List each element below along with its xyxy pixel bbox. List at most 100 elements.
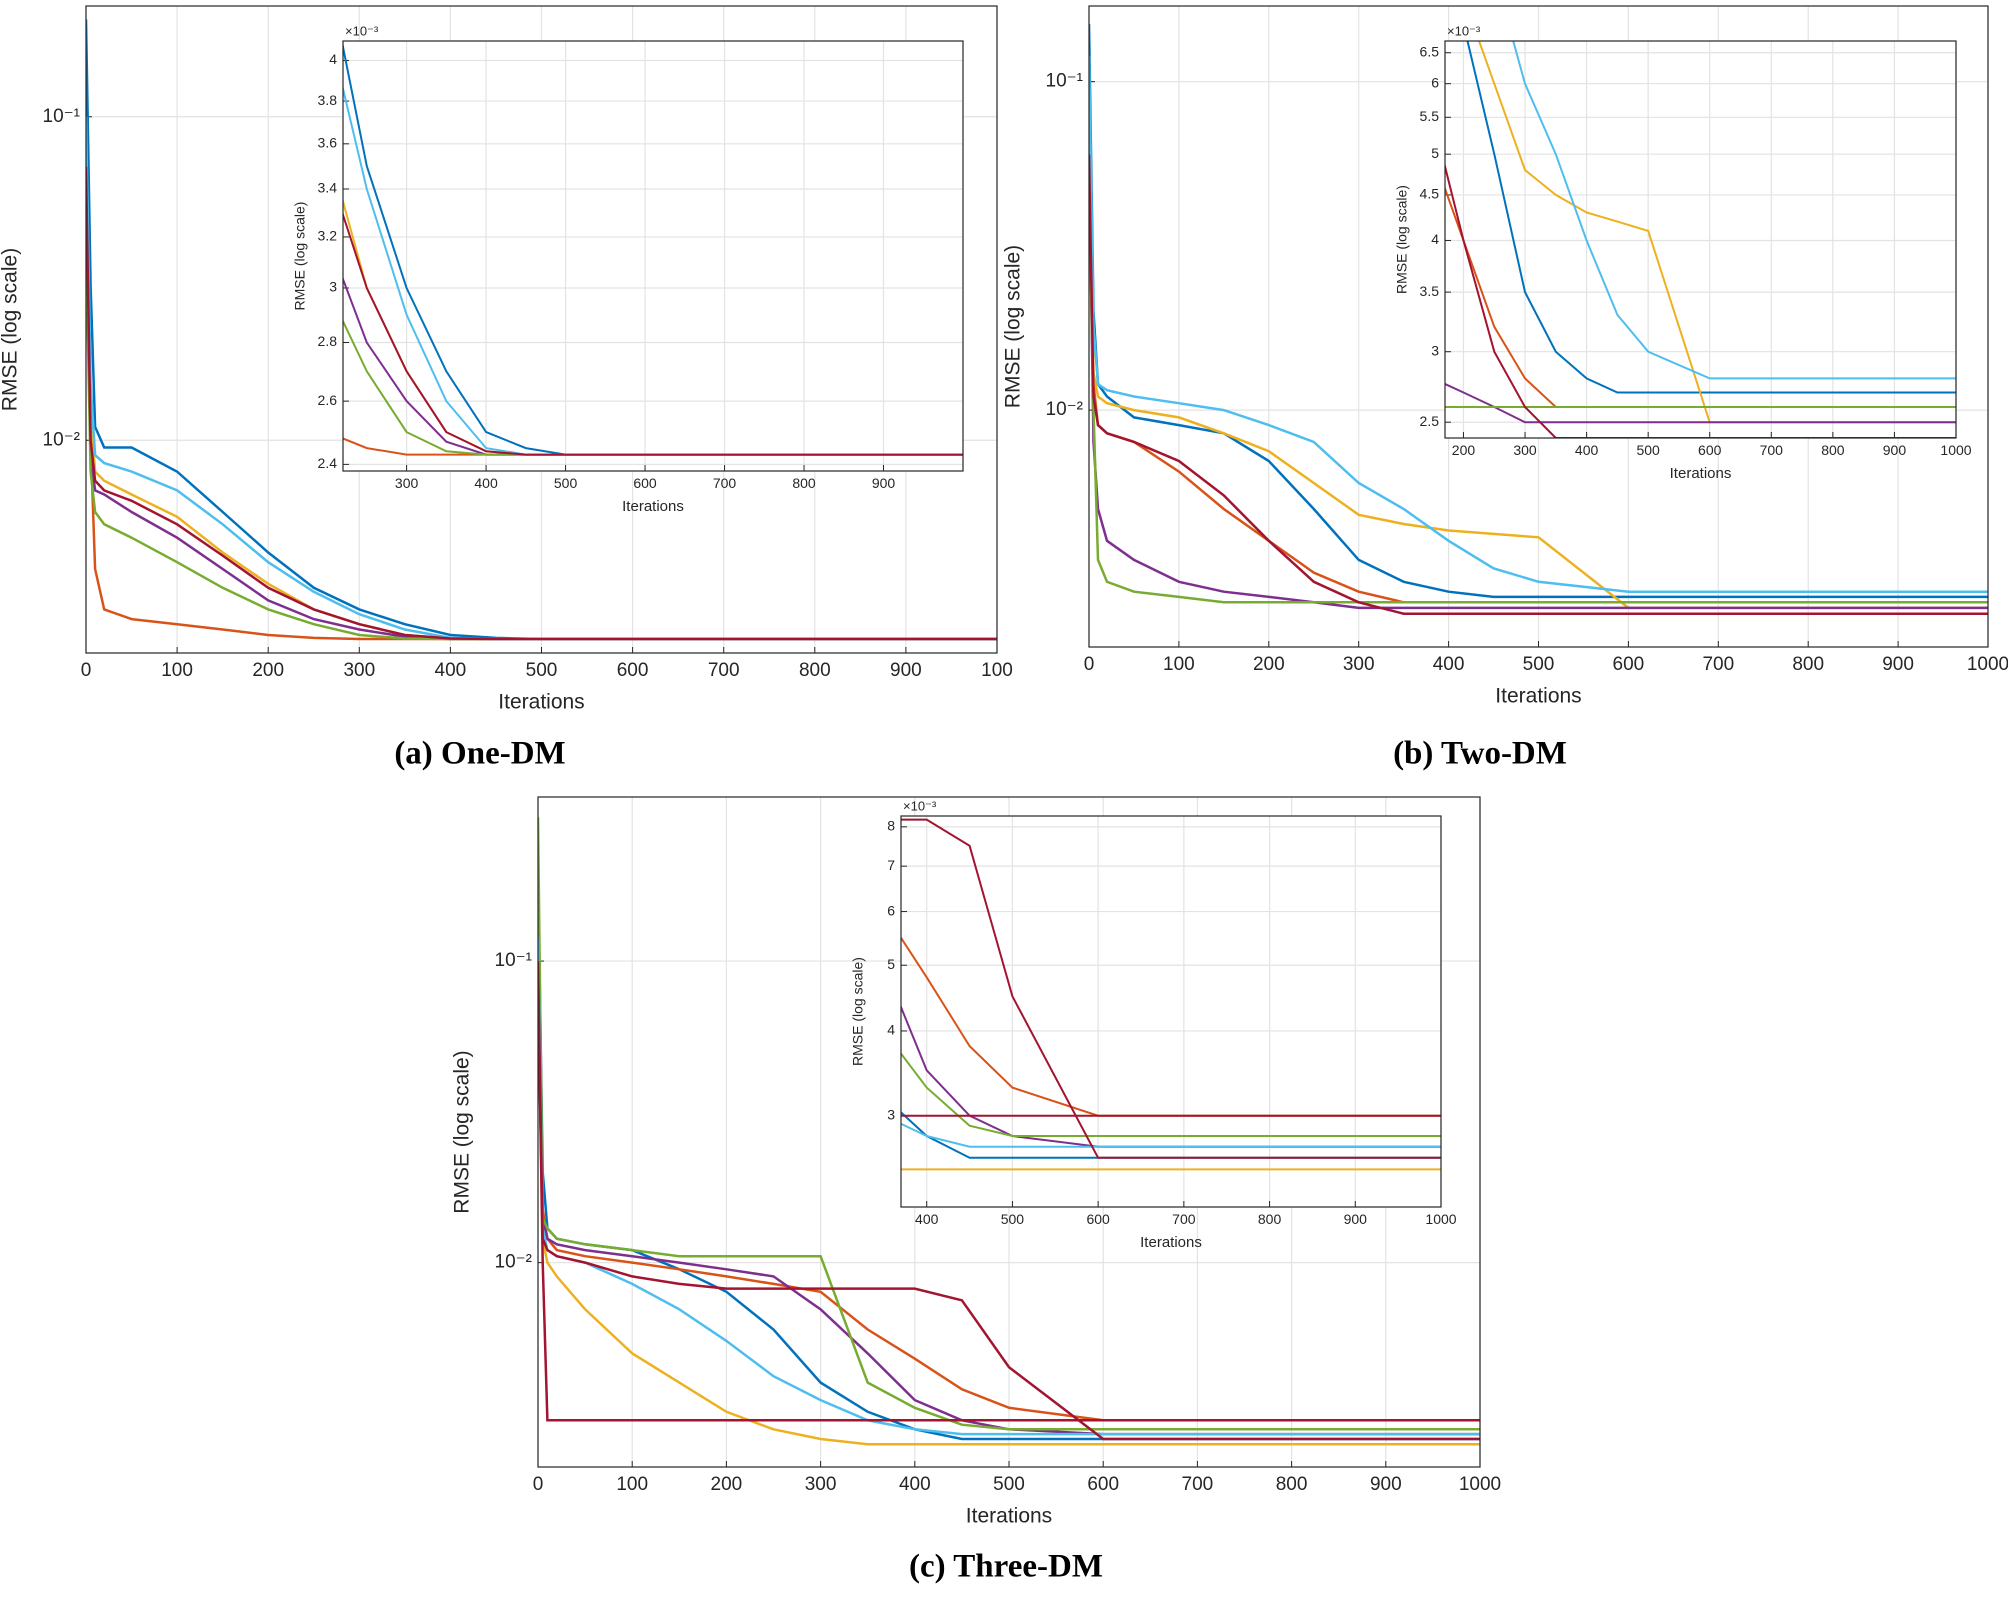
y-tick-label: 6.5 (1420, 43, 1440, 59)
series-group (901, 818, 1441, 1171)
series-line (538, 961, 1480, 1422)
x-tick-label: 400 (1575, 442, 1599, 458)
series-line (901, 1004, 1441, 1148)
y-tick-label: 4 (329, 51, 337, 67)
x-tick-label: 700 (713, 475, 737, 491)
series-line (1445, 406, 1956, 408)
series-line (1089, 132, 1988, 610)
series-line (86, 166, 997, 641)
x-tick-label: 200 (1253, 654, 1285, 675)
series-line (901, 1051, 1441, 1137)
x-tick-label: 600 (617, 660, 649, 681)
x-tick-label: 500 (1636, 442, 1660, 458)
x-tick-label: 700 (1702, 654, 1734, 675)
y-tick-label: 4.5 (1420, 186, 1440, 202)
inset-multiplier: ×10⁻³ (345, 23, 379, 38)
series-line (538, 1007, 1480, 1436)
x-tick-label: 400 (915, 1211, 939, 1227)
inset-multiplier: ×10⁻³ (1447, 23, 1481, 38)
x-tick-label: 400 (1433, 654, 1465, 675)
x-axis-label: Iterations (498, 691, 584, 714)
x-tick-label: 0 (1084, 654, 1095, 675)
y-axis-label: RMSE (log scale) (1002, 245, 1025, 408)
x-tick-label: 600 (1087, 1474, 1119, 1495)
x-tick-label: 400 (474, 475, 498, 491)
y-tick-label: 3 (887, 1106, 895, 1122)
series-line (1089, 23, 1988, 599)
series-line (538, 974, 1480, 1422)
axes-frame (1444, 40, 1957, 439)
caption: (a) One-DM (394, 736, 565, 772)
y-tick-label: 10⁻² (1046, 399, 1084, 420)
x-tick-label: 100 (1163, 654, 1195, 675)
y-axis-label: RMSE (log scale) (0, 248, 22, 411)
x-tick-label: 100 (616, 1474, 648, 1495)
x-tick-label: 900 (1883, 442, 1907, 458)
inset-y-axis-label: RMSE (log scale) (850, 957, 866, 1066)
x-tick-label: 900 (1344, 1211, 1368, 1227)
y-tick-label: 2.5 (1420, 413, 1440, 429)
x-tick-label: 800 (792, 475, 816, 491)
series-line (901, 936, 1441, 1117)
series-line (901, 1122, 1441, 1148)
series-line (1512, 41, 1956, 380)
x-tick-label: 300 (1343, 654, 1375, 675)
x-tick-label: 500 (526, 660, 558, 681)
y-tick-label: 3.4 (318, 180, 338, 196)
x-tick-label: 600 (1613, 654, 1645, 675)
inset-x-axis-label: Iterations (1670, 465, 1732, 482)
axes-frame (342, 40, 964, 472)
y-axis-label: RMSE (log scale) (451, 1050, 474, 1213)
series-line (1089, 55, 1988, 593)
x-tick-label: 200 (252, 660, 284, 681)
series-group (538, 817, 1480, 1446)
x-tick-label: 500 (1523, 654, 1555, 675)
series-line (343, 211, 963, 456)
x-tick-label: 900 (1882, 654, 1914, 675)
series-line (1466, 41, 1956, 394)
series-line (1477, 41, 1956, 424)
x-tick-label: 800 (1276, 1474, 1308, 1495)
y-tick-label: 6 (887, 902, 895, 918)
series-group (86, 19, 997, 641)
y-tick-label: 10⁻¹ (1046, 71, 1084, 92)
series-line (538, 990, 1480, 1446)
axes-frame (537, 796, 1481, 1468)
y-tick-label: 2.8 (318, 333, 338, 349)
axes-frame (85, 5, 998, 654)
x-axis-label: Iterations (966, 1505, 1052, 1528)
y-tick-label: 3 (1431, 342, 1439, 358)
x-tick-label: 1000 (1425, 1211, 1456, 1227)
series-line (1445, 162, 1956, 438)
x-tick-label: 1000 (1967, 654, 2008, 675)
x-tick-label: 200 (1452, 442, 1476, 458)
y-tick-label: 2.6 (318, 392, 338, 408)
inset-y-axis-label: RMSE (log scale) (1394, 185, 1410, 294)
x-tick-label: 500 (993, 1474, 1025, 1495)
series-line (1089, 180, 1988, 604)
inset-x-axis-label: Iterations (622, 498, 684, 515)
inset: 200 300 400 500 600 700 800 900 1000 2.5 3 3.5 4 4.5 5… (1394, 23, 1972, 482)
series-line (538, 817, 1480, 1431)
series-line (901, 1111, 1441, 1159)
x-tick-label: 700 (1760, 442, 1784, 458)
y-tick-label: 3.8 (318, 92, 338, 108)
x-tick-label: 700 (1172, 1211, 1196, 1227)
y-tick-label: 5 (887, 956, 895, 972)
x-tick-label: 600 (1698, 442, 1722, 458)
y-tick-label: 3.5 (1420, 283, 1440, 299)
y-tick-label: 7 (887, 857, 895, 873)
axes-frame (900, 815, 1442, 1208)
x-tick-label: 300 (1513, 442, 1537, 458)
x-tick-label: 900 (890, 660, 922, 681)
x-tick-label: 200 (711, 1474, 743, 1495)
series-group (1089, 23, 1988, 615)
x-tick-label: 800 (1792, 654, 1824, 675)
axes-frame (1088, 5, 1989, 648)
x-tick-label: 700 (1182, 1474, 1214, 1495)
series-group (343, 41, 963, 456)
y-tick-label: 5.5 (1420, 108, 1440, 124)
y-tick-label: 4 (887, 1022, 895, 1038)
x-tick-label: 0 (533, 1474, 544, 1495)
